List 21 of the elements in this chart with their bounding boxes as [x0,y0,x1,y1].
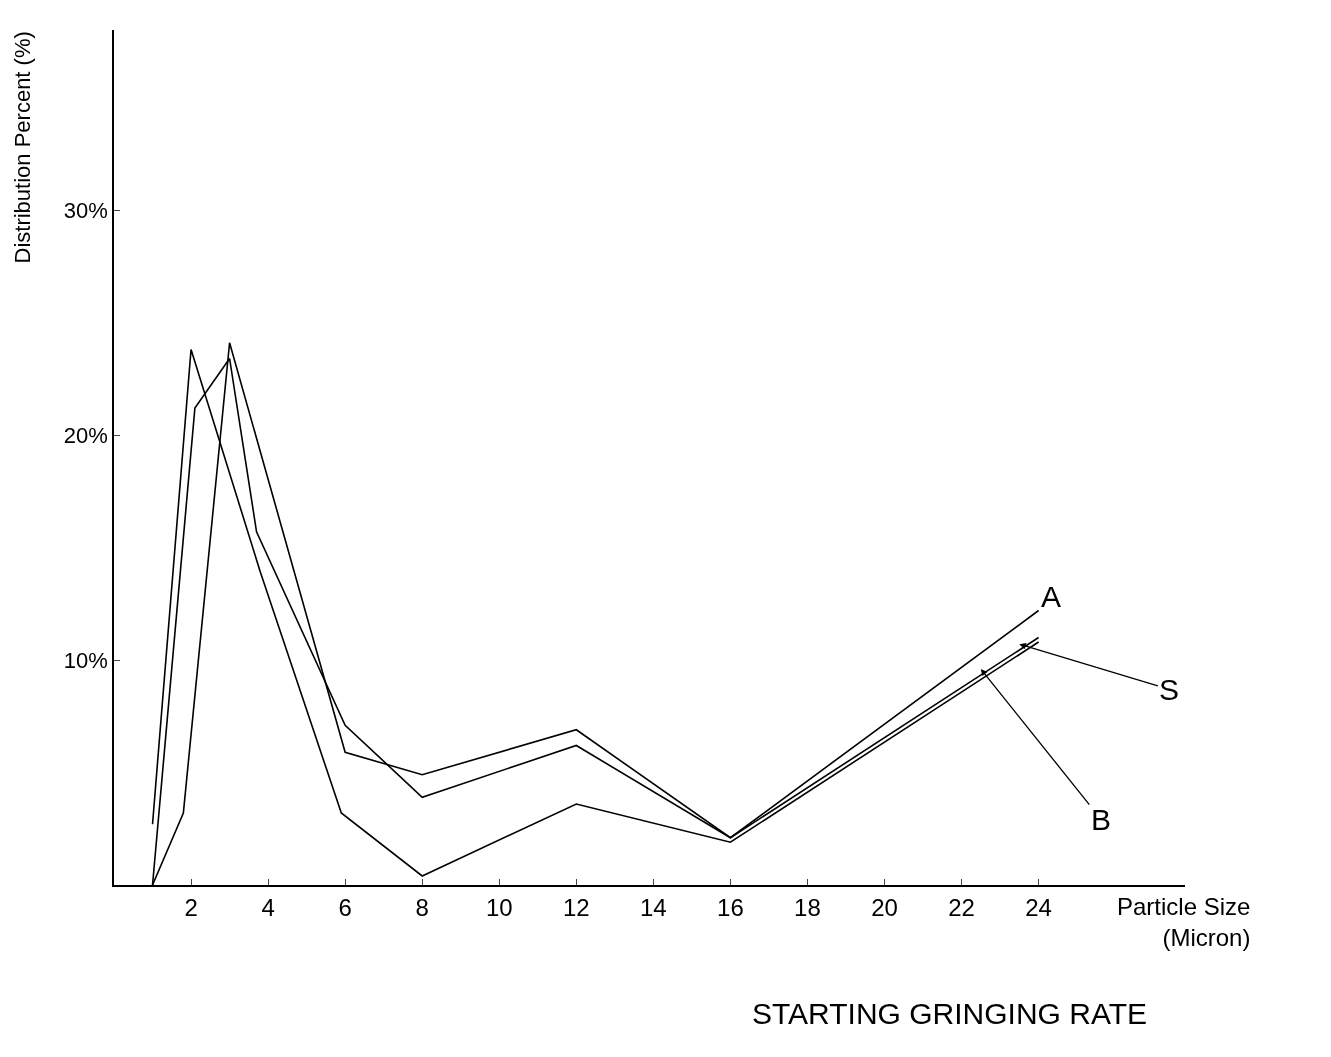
x-tick-label: 20 [871,893,898,921]
annotation: B [1091,803,1112,836]
annotation: A [1041,580,1062,613]
x-tick-label: 14 [640,893,667,921]
y-tick-label: 10% [63,647,108,673]
x-tick-label: 6 [338,893,352,921]
text: STARTING GRINGING RATE [752,997,1148,1030]
x-tick-label: 24 [1025,893,1052,921]
x-tick-label: 4 [261,893,275,921]
annotation: S [1159,673,1180,706]
x-tick-label: 22 [948,893,975,921]
y-tick-label: 20% [63,422,108,448]
x-tick-label: 16 [717,893,744,921]
x-tick-label: 18 [794,893,821,921]
x-tick-label: 12 [562,893,590,921]
x-tick-label: 10 [485,893,513,921]
y-axis-title: Distribution Percent (%) [9,31,35,264]
x-axis-title: Particle Size (Micron) [1117,893,1251,952]
x-tick-label: 8 [415,893,429,921]
y-tick-label: 30% [63,197,108,223]
x-tick-label: 2 [184,893,198,921]
